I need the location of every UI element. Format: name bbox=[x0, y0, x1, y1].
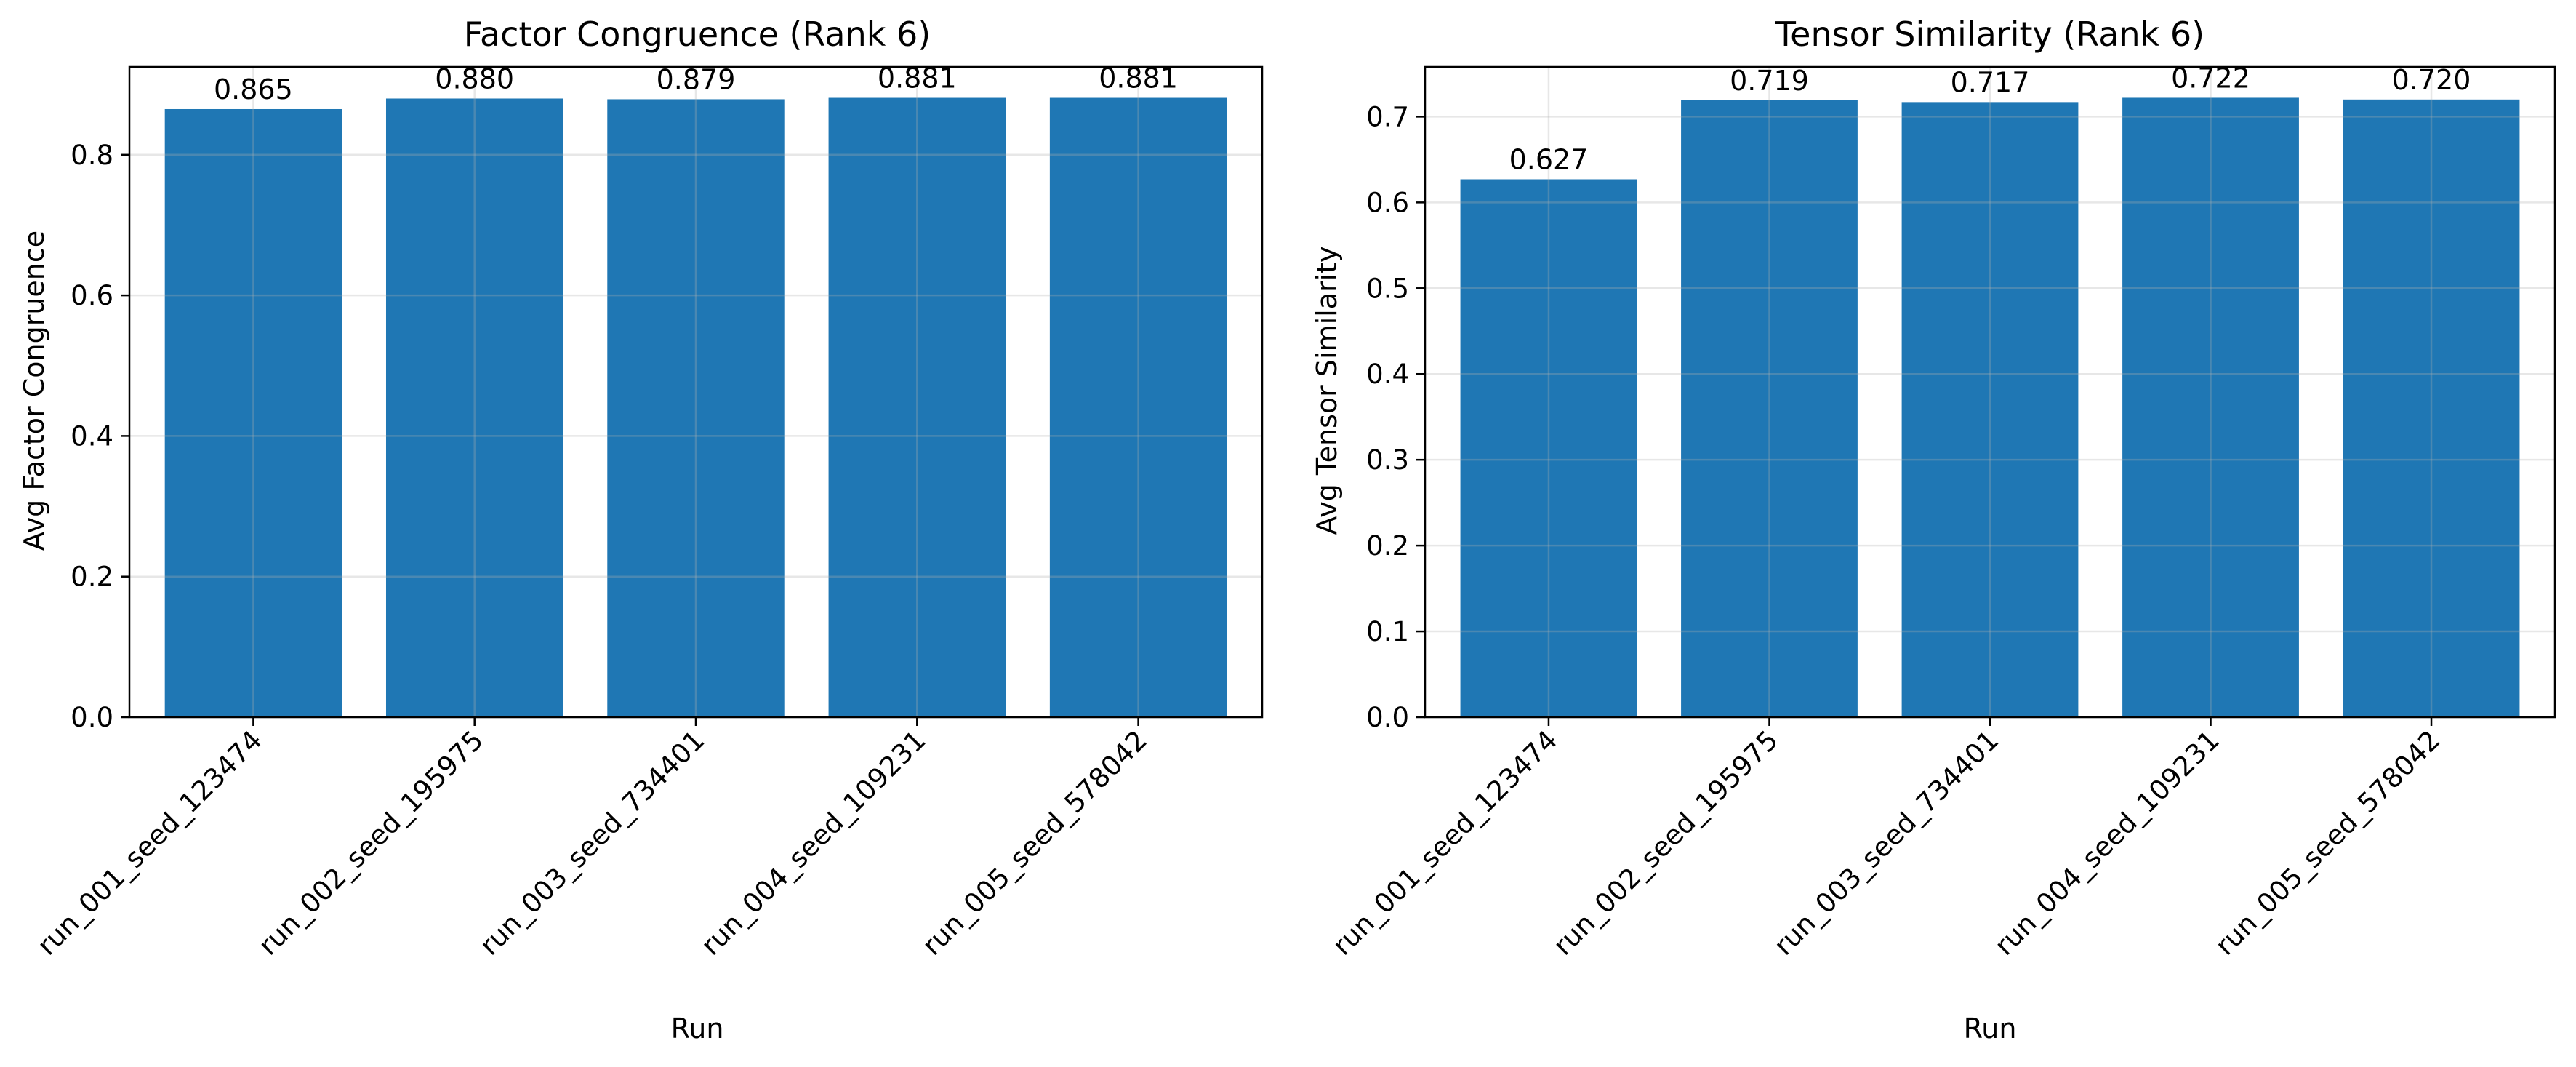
bar-value-label: 0.719 bbox=[1730, 65, 1809, 97]
y-tick-label: 0.8 bbox=[71, 140, 113, 171]
y-tick-label: 0.4 bbox=[71, 420, 113, 452]
bar bbox=[1681, 100, 1858, 717]
bar-value-label: 0.879 bbox=[657, 63, 736, 95]
bar bbox=[385, 98, 563, 718]
y-tick-label: 0.1 bbox=[1366, 616, 1409, 647]
bar-value-label: 0.720 bbox=[2392, 64, 2471, 96]
y-tick-label: 0.7 bbox=[1366, 101, 1409, 132]
y-tick-label: 0.0 bbox=[1366, 702, 1409, 733]
y-tick-label: 0.4 bbox=[1366, 359, 1409, 390]
bar bbox=[607, 99, 785, 717]
y-tick-label: 0.2 bbox=[1366, 530, 1409, 562]
x-axis-label: Run bbox=[1964, 1012, 2017, 1044]
bar-value-label: 0.865 bbox=[214, 73, 293, 105]
x-axis-label: Run bbox=[671, 1012, 724, 1044]
y-axis-label: Avg Factor Congruence bbox=[18, 231, 50, 551]
chart-title: Tensor Similarity (Rank 6) bbox=[1775, 15, 2204, 54]
y-tick-label: 0.0 bbox=[71, 702, 113, 733]
bar-value-label: 0.880 bbox=[435, 63, 514, 95]
y-tick-label: 0.3 bbox=[1366, 444, 1409, 476]
chart-title: Factor Congruence (Rank 6) bbox=[464, 15, 931, 54]
bar bbox=[2122, 97, 2299, 717]
bar-value-label: 0.717 bbox=[1951, 66, 2030, 98]
bar bbox=[1901, 102, 2079, 717]
y-axis-label: Avg Tensor Similarity bbox=[1311, 246, 1343, 535]
y-tick-label: 0.6 bbox=[71, 280, 113, 311]
bar bbox=[828, 97, 1006, 718]
bar bbox=[2343, 99, 2520, 718]
bar bbox=[164, 108, 342, 717]
y-tick-label: 0.5 bbox=[1366, 273, 1409, 304]
y-tick-label: 0.2 bbox=[71, 562, 113, 593]
bar bbox=[1049, 97, 1227, 718]
y-tick-label: 0.6 bbox=[1366, 187, 1409, 218]
bar bbox=[1460, 179, 1637, 717]
bar-value-label: 0.627 bbox=[1509, 144, 1589, 176]
